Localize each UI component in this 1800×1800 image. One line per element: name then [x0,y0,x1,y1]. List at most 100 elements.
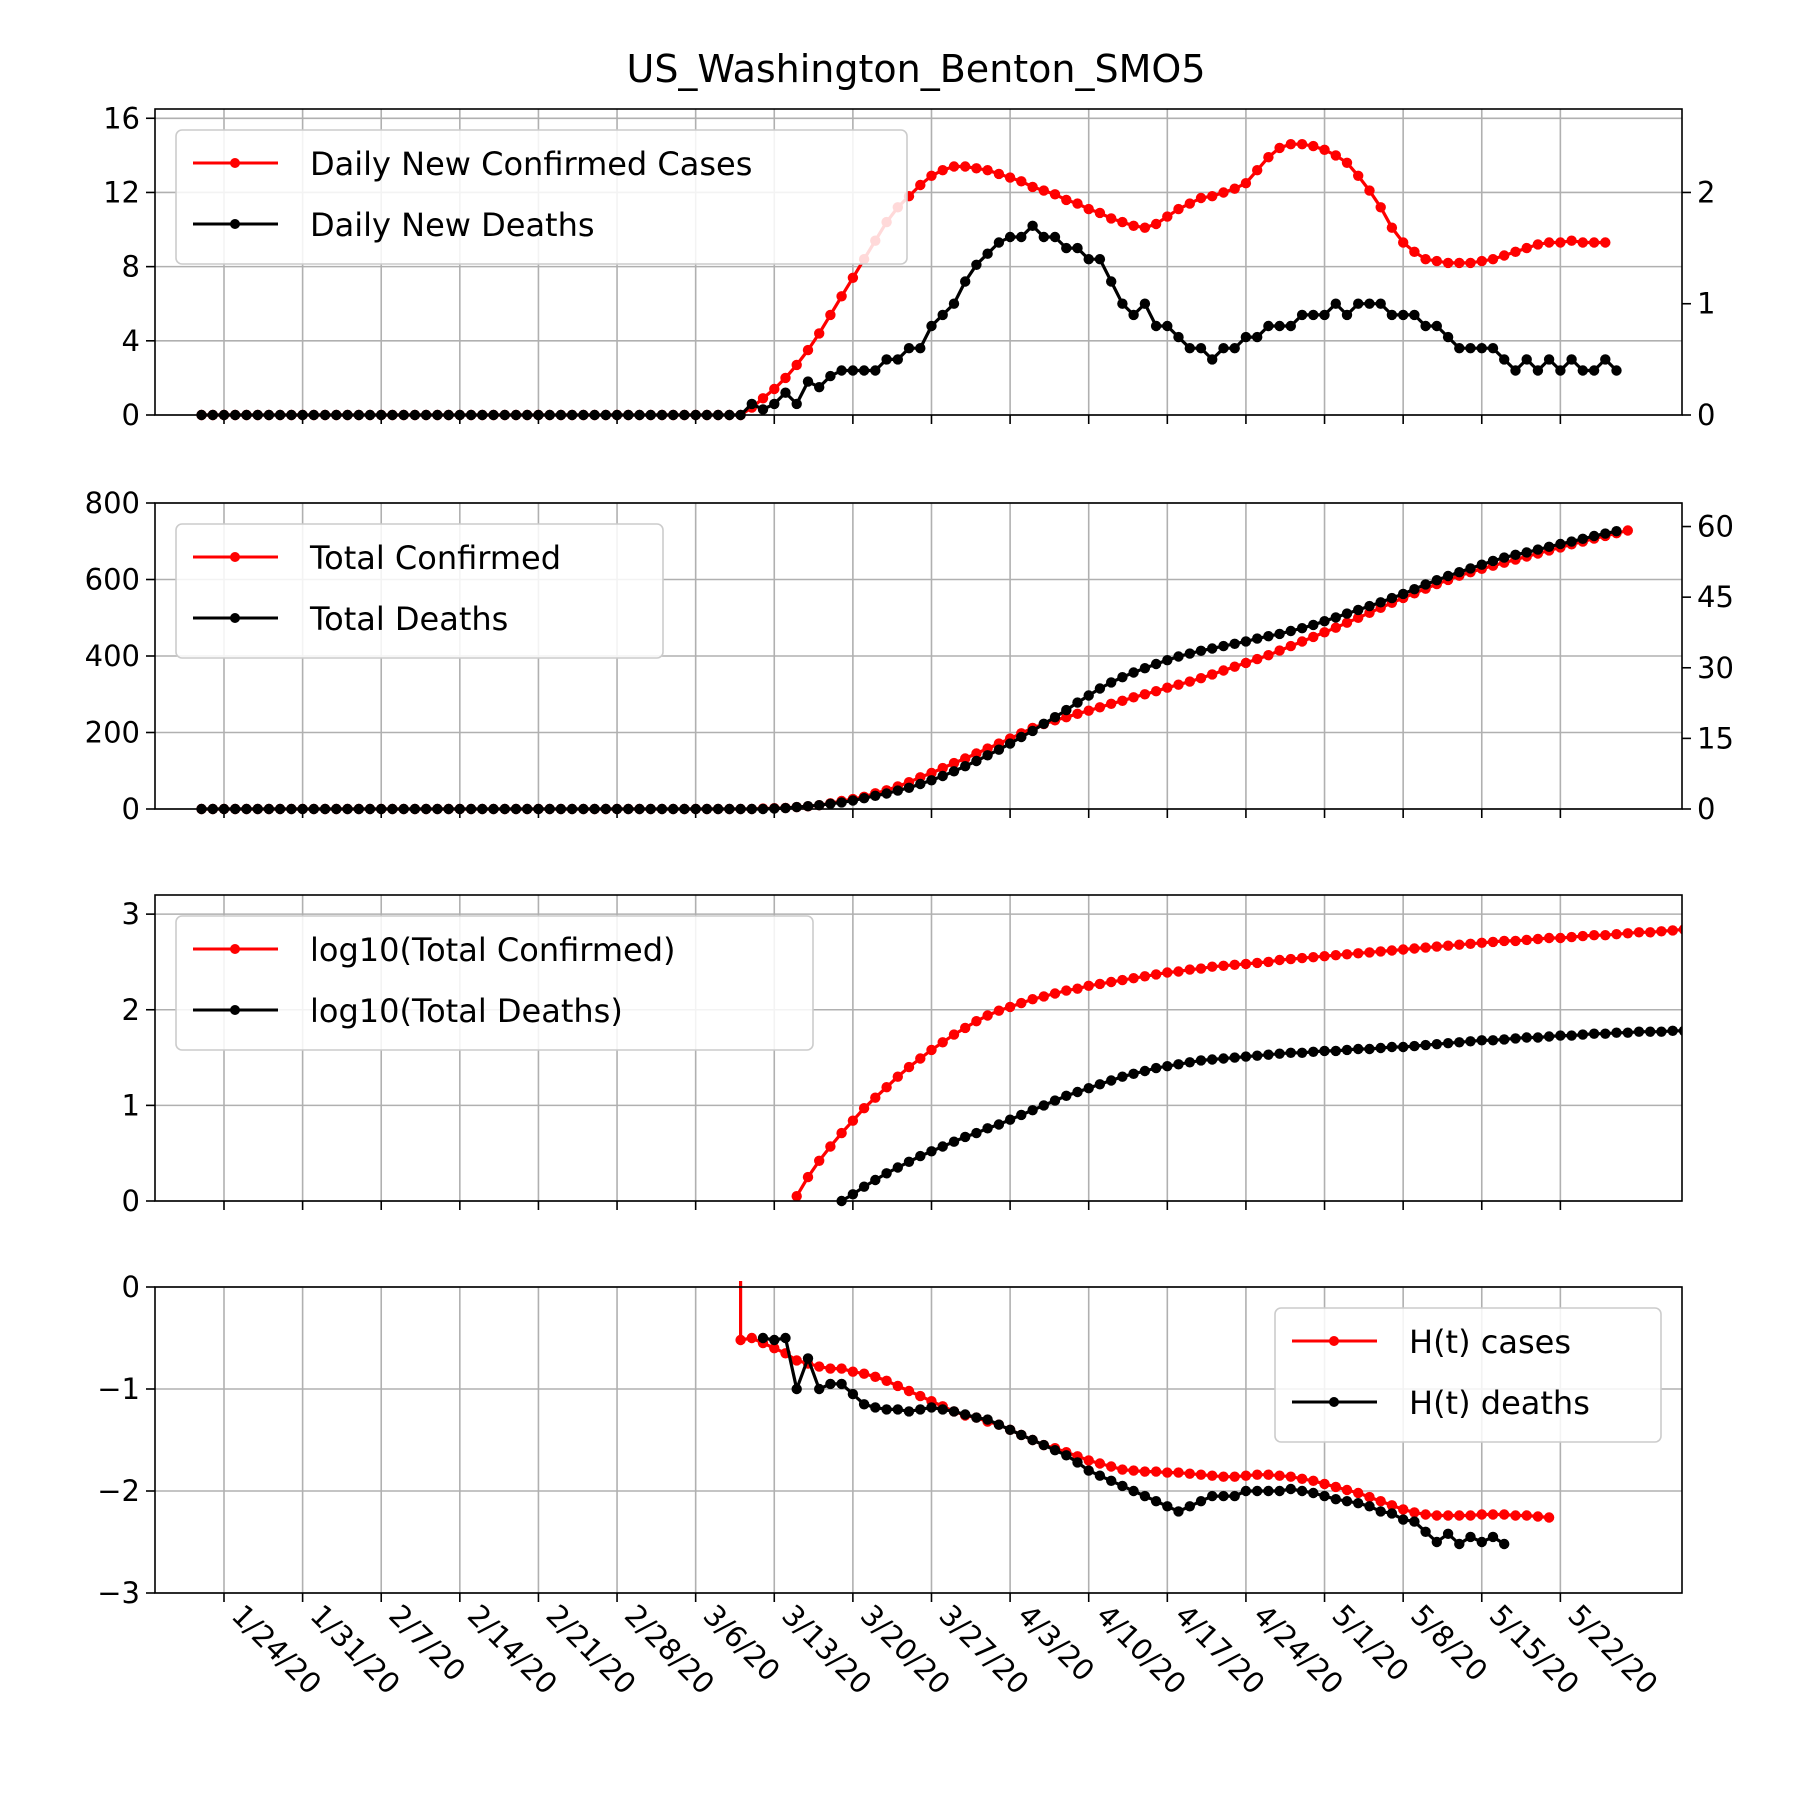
data-point [1106,1075,1117,1086]
data-point [1319,627,1330,638]
data-point [1117,1464,1128,1475]
data-point [1117,695,1128,706]
data-point [948,298,960,309]
data-point [1252,331,1263,343]
data-point [1521,242,1532,254]
data-point [1678,924,1682,935]
data-point [1375,1042,1386,1054]
data-point [1375,1506,1386,1517]
data-point [1049,231,1061,243]
data-point [1532,1511,1544,1522]
data-point [1364,298,1375,309]
data-point [960,1022,971,1034]
data-point [1229,343,1240,354]
data-point [1420,254,1431,265]
data-point [1252,957,1263,969]
data-point [847,795,859,806]
data-point [1027,1105,1038,1116]
data-point [1106,1461,1117,1472]
data-point [1274,1485,1285,1497]
data-point [1274,628,1285,640]
data-point [1588,1028,1600,1039]
data-point [1274,1470,1285,1481]
data-point [1016,731,1027,743]
data-point [1319,144,1330,155]
data-point [926,767,937,779]
data-point [1195,645,1207,656]
data-point [1510,935,1521,947]
data-point [836,1363,847,1374]
data-point [1274,954,1285,966]
data-point [1420,942,1431,953]
data-point [903,782,915,793]
data-point [881,1404,892,1415]
data-point [1150,1062,1162,1074]
data-point [1296,1473,1308,1485]
data-point [1442,1510,1454,1521]
data-point [1510,549,1521,560]
data-point [757,1332,769,1344]
data-point [1499,1538,1510,1550]
data-point [1195,1496,1207,1507]
data-point [1577,533,1589,544]
data-point [1476,343,1488,354]
data-point [1049,988,1061,999]
data-point [1398,1504,1409,1515]
data-point [1611,929,1622,940]
data-point [802,376,814,387]
data-point [993,168,1005,180]
data-point [1139,971,1151,982]
data-point [971,1016,982,1027]
data-point [1207,643,1218,654]
data-point [1532,365,1544,376]
data-point [1072,198,1083,209]
data-point [1386,1508,1398,1519]
data-point [1442,570,1454,582]
data-point [926,1146,937,1157]
data-point [847,272,859,283]
y-tick-label: 400 [85,639,140,673]
x-tick-label: 5/8/20 [1404,1598,1494,1688]
data-point [847,1189,859,1200]
data-point [1353,170,1364,181]
data-point [757,404,769,415]
y-tick-label: 200 [85,716,140,750]
data-point [1139,298,1151,309]
data-point [1353,604,1364,616]
data-point [1465,1531,1476,1543]
data-point [780,1332,791,1344]
data-point [1207,354,1218,365]
data-point [1510,365,1521,376]
data-point [1330,950,1342,961]
data-point [1442,331,1454,343]
data-point [982,165,993,176]
data-point [1330,1494,1342,1505]
data-point [870,1174,881,1186]
data-point [1588,930,1600,941]
data-point [1319,951,1330,962]
data-point [791,1191,802,1202]
data-point [1128,1068,1139,1080]
data-point [881,788,892,799]
data-point [1600,528,1611,539]
data-point [1061,1450,1072,1461]
data-point [1229,1471,1240,1482]
data-point [847,1115,859,1126]
data-point [1555,538,1566,550]
data-point [993,1419,1005,1430]
data-point [1139,663,1151,674]
data-point [1521,547,1532,558]
data-point [1409,943,1420,954]
data-point [825,1378,836,1390]
data-point [1195,1055,1207,1066]
data-point [1566,354,1577,365]
data-point [1364,1491,1375,1503]
data-point [1083,1455,1094,1466]
legend-marker-deaths [230,613,240,623]
y2-tick-label: 45 [1697,580,1734,614]
data-point [1184,1057,1196,1068]
data-point [937,1141,948,1152]
data-point [1106,213,1117,224]
data-point [1398,1514,1409,1525]
